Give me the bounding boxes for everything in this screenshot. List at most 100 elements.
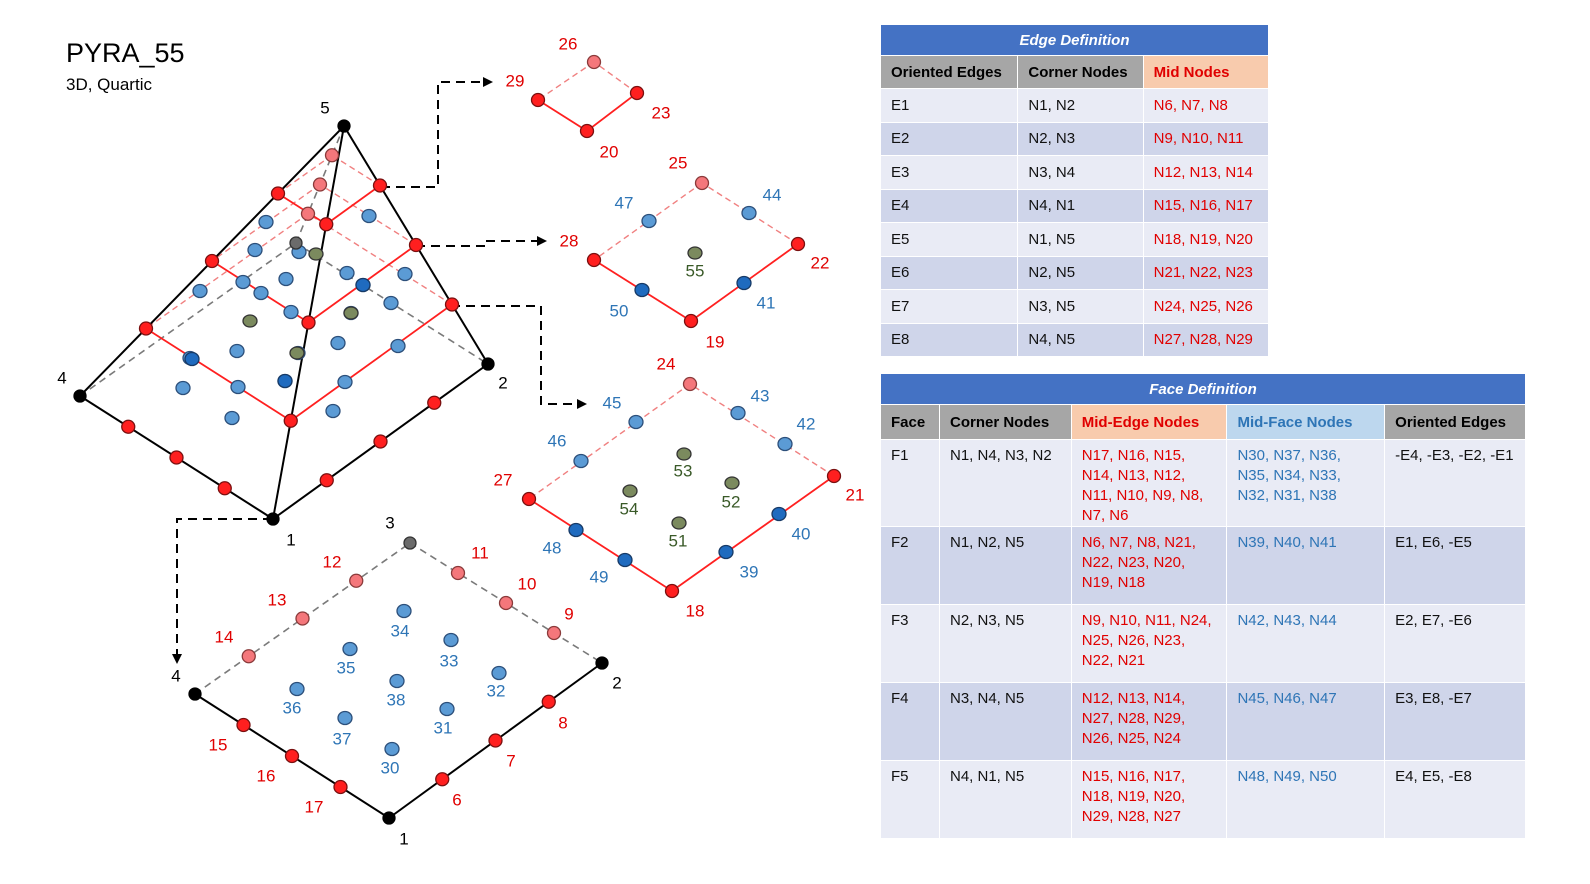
hidden-corner-node [403,536,417,550]
mid-edge-node [444,297,460,312]
face-node [230,379,246,395]
node-label: 48 [543,539,562,558]
mid-edge-node [530,92,546,108]
face-node [337,374,353,390]
edge-id: E1 [879,88,1019,123]
face-table-caption: Face Definition [880,373,1526,405]
face-node [337,710,353,726]
interior-node [308,247,324,261]
diagram-subtitle: 3D, Quartic [66,75,152,94]
face-header-oriented-edges: Oriented Edges [1384,404,1526,440]
node-label: 17 [305,798,324,817]
corner-node [73,389,87,403]
node-label: 5 [320,99,329,118]
edge-line [145,213,309,330]
mid-edge-node [408,237,424,253]
node-label: 13 [268,591,287,610]
edge-line [537,61,595,101]
edge-line [593,61,638,94]
node-label: 40 [792,525,811,544]
face-oriented-edges: E4, E5, -E8 [1384,760,1526,839]
node-label: 43 [751,387,770,406]
face-mid-edge-nodes: N12, N13, N14, N27, N28, N29, N26, N25, … [1070,682,1228,761]
face-node-front [617,552,633,568]
edge-mid-nodes: N9, N10, N11 [1142,121,1270,156]
mid-edge-node [204,253,220,269]
face-node [283,304,299,320]
node-label: 30 [381,759,400,778]
mid-edge-node [683,313,699,329]
mid-edge-node [283,413,298,428]
edge-id: E4 [879,188,1019,223]
node-label: 33 [440,652,459,671]
node-label: 53 [674,462,693,481]
face-node-front [568,522,584,538]
connector-arrow [416,236,547,247]
mid-edge-node [169,450,184,465]
edge-line [194,542,411,695]
mid-edge-node [121,419,136,434]
face-mid-edge-nodes: N9, N10, N11, N24, N25, N26, N23, N22, N… [1070,604,1228,683]
mid-edge-node [629,85,645,101]
mid-edge-node [284,748,300,764]
face-node [730,405,746,421]
edge-corner-nodes: N3, N5 [1017,289,1144,324]
face-header-mid-face-nodes: Mid-Face Nodes [1226,404,1386,440]
node-label: 3 [385,514,394,533]
edge-line [211,183,321,262]
edge-id: E6 [879,255,1019,290]
edge-corner-nodes: N4, N5 [1017,322,1144,357]
mid-edge-node [301,315,316,330]
mid-edge-node-hidden [300,206,316,221]
node-label: 19 [706,333,725,352]
face-node [777,436,793,452]
face-oriented-edges: E1, E6, -E5 [1384,526,1526,605]
mid-edge-node [372,178,388,193]
corner-node [481,357,495,371]
table-row: F2 N1, N2, N5 N6, N7, N8, N21, N22, N23, N… [880,526,1526,605]
mid-edge-node-hidden [498,595,514,611]
edge-line [537,99,588,132]
face-node [235,274,251,290]
node-label: 45 [603,394,622,413]
node-label: 54 [620,500,639,519]
face-oriented-edges: -E4, -E3, -E2, -E1 [1384,439,1526,527]
node-label: 28 [560,232,579,251]
mid-edge-node [664,583,680,599]
edge-line [277,192,327,226]
face-header-corner-nodes: Corner Nodes [938,404,1072,440]
face-node [278,271,294,287]
mid-edge-node-hidden [324,148,340,163]
node-label: 24 [657,355,676,374]
node-label: 4 [57,369,66,388]
edge-corner-nodes: N3, N4 [1017,155,1144,190]
mid-edge-node-hidden [682,376,698,392]
node-label: 1 [286,531,295,550]
node-label: 9 [564,605,573,624]
edge-line [586,92,638,132]
face-corner-nodes: N4, N1, N5 [938,760,1072,839]
node-label: 42 [797,415,816,434]
edge-mid-nodes: N12, N13, N14 [1142,155,1270,190]
mid-edge-node [427,395,442,410]
node-label: 20 [600,143,619,162]
node-label: 31 [434,719,453,738]
table-row: E4 N4, N1 N15, N16, N17 [879,188,1270,223]
face-node-front [277,373,293,389]
edge-line [319,183,417,246]
face-node [339,265,355,281]
face-node-front [736,275,752,291]
mid-edge-node-hidden [295,611,310,626]
edge-line [331,154,381,187]
edge-id: E8 [879,322,1019,357]
face-node [491,665,507,681]
node-label: 34 [391,622,410,641]
node-label: 18 [686,602,705,621]
edge-id: E7 [879,289,1019,324]
edge-line [79,242,297,397]
face-node [342,641,358,657]
edge-line [689,383,835,477]
mid-edge-node-hidden [694,175,710,191]
edge-line [593,182,703,261]
edge-line [290,303,453,422]
